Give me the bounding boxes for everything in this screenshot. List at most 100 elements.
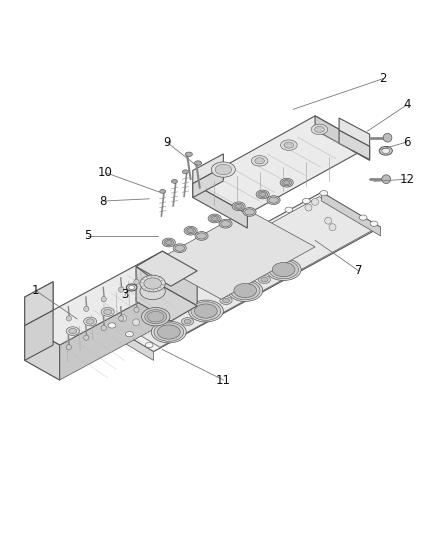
Ellipse shape <box>171 180 177 183</box>
Circle shape <box>133 319 140 326</box>
Circle shape <box>84 306 89 311</box>
Ellipse shape <box>255 158 265 164</box>
Ellipse shape <box>221 221 230 227</box>
Circle shape <box>134 279 139 285</box>
Polygon shape <box>136 266 197 321</box>
Polygon shape <box>25 286 197 380</box>
Ellipse shape <box>101 308 114 316</box>
Text: 8: 8 <box>99 195 107 207</box>
Ellipse shape <box>175 245 184 251</box>
Ellipse shape <box>232 202 245 211</box>
Polygon shape <box>193 154 223 183</box>
Ellipse shape <box>379 147 392 155</box>
Text: 2: 2 <box>379 72 386 85</box>
Ellipse shape <box>69 328 77 334</box>
Ellipse shape <box>191 302 221 320</box>
Polygon shape <box>25 326 60 380</box>
Ellipse shape <box>382 148 390 154</box>
Ellipse shape <box>195 231 208 240</box>
Ellipse shape <box>145 310 166 324</box>
Ellipse shape <box>261 277 268 282</box>
Ellipse shape <box>260 192 266 197</box>
Ellipse shape <box>266 259 301 280</box>
Polygon shape <box>95 192 381 352</box>
Ellipse shape <box>144 278 161 289</box>
Circle shape <box>383 133 392 142</box>
Ellipse shape <box>154 322 184 341</box>
Polygon shape <box>339 130 370 159</box>
Ellipse shape <box>258 191 268 198</box>
Ellipse shape <box>234 284 257 297</box>
Ellipse shape <box>140 283 165 300</box>
Ellipse shape <box>141 308 170 326</box>
Polygon shape <box>162 251 197 306</box>
Ellipse shape <box>151 321 186 343</box>
Ellipse shape <box>236 204 242 208</box>
Ellipse shape <box>311 124 328 135</box>
Circle shape <box>119 316 124 321</box>
Polygon shape <box>25 251 197 345</box>
Ellipse shape <box>272 262 295 277</box>
Polygon shape <box>193 183 247 228</box>
Text: 11: 11 <box>216 374 231 386</box>
Ellipse shape <box>187 229 194 233</box>
Ellipse shape <box>108 304 116 309</box>
Ellipse shape <box>220 297 232 304</box>
Ellipse shape <box>126 332 134 337</box>
Ellipse shape <box>164 239 173 246</box>
Circle shape <box>325 217 332 224</box>
Ellipse shape <box>66 327 79 335</box>
Ellipse shape <box>223 298 230 303</box>
Ellipse shape <box>145 343 153 348</box>
Ellipse shape <box>185 152 192 157</box>
Ellipse shape <box>162 238 175 247</box>
Ellipse shape <box>194 161 201 165</box>
Text: 4: 4 <box>403 99 410 111</box>
Ellipse shape <box>157 325 180 339</box>
Ellipse shape <box>282 180 291 185</box>
Circle shape <box>101 326 106 330</box>
Ellipse shape <box>104 309 112 314</box>
Ellipse shape <box>215 164 232 175</box>
Ellipse shape <box>166 240 172 245</box>
Ellipse shape <box>258 276 271 284</box>
Ellipse shape <box>208 214 221 223</box>
Polygon shape <box>193 167 223 198</box>
Polygon shape <box>339 118 370 147</box>
Text: 7: 7 <box>355 264 363 277</box>
Polygon shape <box>25 282 53 326</box>
Ellipse shape <box>359 215 367 220</box>
Ellipse shape <box>148 311 164 322</box>
Circle shape <box>329 224 336 231</box>
Text: 12: 12 <box>399 173 414 185</box>
Ellipse shape <box>284 142 293 148</box>
Circle shape <box>311 198 318 205</box>
Circle shape <box>115 306 122 313</box>
Polygon shape <box>25 282 53 326</box>
Ellipse shape <box>251 156 268 166</box>
Ellipse shape <box>181 318 194 326</box>
Polygon shape <box>95 317 153 360</box>
Text: 10: 10 <box>98 166 113 179</box>
Ellipse shape <box>173 244 186 253</box>
Ellipse shape <box>212 162 235 177</box>
Ellipse shape <box>194 304 217 318</box>
Ellipse shape <box>86 319 94 324</box>
Ellipse shape <box>188 300 223 322</box>
Circle shape <box>66 345 71 350</box>
Ellipse shape <box>184 319 191 324</box>
Ellipse shape <box>182 170 188 174</box>
Ellipse shape <box>159 189 166 193</box>
Ellipse shape <box>210 215 219 222</box>
Text: 9: 9 <box>163 135 170 149</box>
Ellipse shape <box>197 233 206 239</box>
Ellipse shape <box>219 220 232 228</box>
Circle shape <box>134 307 139 312</box>
Ellipse shape <box>281 140 297 150</box>
Circle shape <box>84 335 89 340</box>
Polygon shape <box>136 251 197 286</box>
Text: 6: 6 <box>403 135 410 149</box>
Ellipse shape <box>280 179 293 187</box>
Polygon shape <box>25 310 53 360</box>
Polygon shape <box>153 210 315 299</box>
